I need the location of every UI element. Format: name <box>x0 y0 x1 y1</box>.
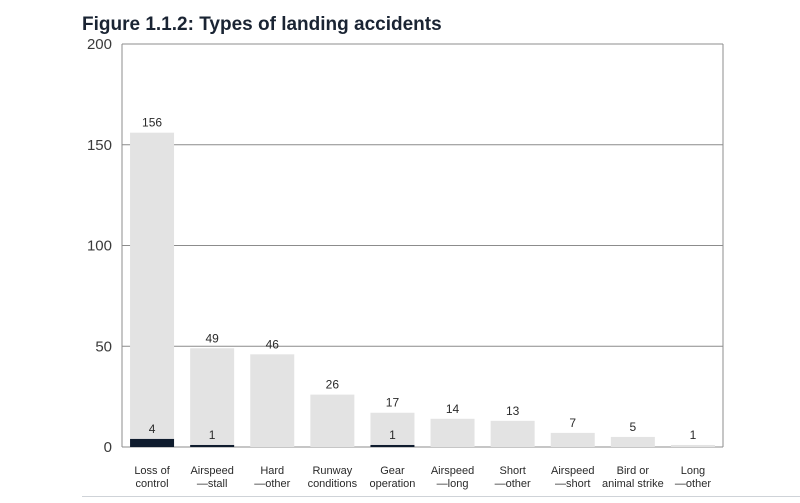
bar-3 <box>310 394 355 447</box>
x-category-label-6-0: Short <box>500 465 526 477</box>
x-category-label-8-0: Bird or <box>617 465 650 477</box>
bottom-divider <box>82 496 800 497</box>
y-tick-label-200: 200 <box>87 36 112 53</box>
bar-value-label-0: 156 <box>142 116 162 130</box>
x-category-label-1-1: —stall <box>197 478 228 490</box>
bar-9 <box>670 444 715 447</box>
x-category-label-3-1: conditions <box>308 478 358 490</box>
bar-value-label-6: 13 <box>506 404 520 418</box>
bar-value-label-9: 1 <box>690 428 697 442</box>
x-category-label-4-1: operation <box>370 478 416 490</box>
bar-7 <box>550 432 595 447</box>
bar-value-label-4: 17 <box>386 396 400 410</box>
x-category-label-6-1: —other <box>495 478 531 490</box>
x-category-label-9-1: —other <box>675 478 711 490</box>
x-category-label-1-0: Airspeed <box>190 465 233 477</box>
x-category-label-5-0: Airspeed <box>431 465 474 477</box>
x-category-label-3-0: Runway <box>312 465 352 477</box>
bar-0 <box>130 132 175 447</box>
y-tick-label-50: 50 <box>95 338 112 355</box>
x-category-label-0-1: control <box>136 478 169 490</box>
y-tick-label-100: 100 <box>87 238 112 255</box>
y-tick-label-0: 0 <box>104 439 112 456</box>
bar-value-label-1: 49 <box>205 331 219 345</box>
x-category-label-5-1: —long <box>437 478 469 490</box>
bar-value-label-7: 7 <box>569 416 576 430</box>
bar-value-label-2: 46 <box>266 337 280 351</box>
chart-title: Figure 1.1.2: Types of landing accidents <box>82 14 442 35</box>
sub-bar-value-label-4: 1 <box>389 428 396 442</box>
sub-bar-value-label-1: 1 <box>209 428 216 442</box>
bar-2 <box>250 354 295 447</box>
bar-4 <box>370 412 415 447</box>
y-tick-label-150: 150 <box>87 137 112 154</box>
sub-bar-1 <box>190 444 235 447</box>
x-category-label-8-1: animal strike <box>602 478 664 490</box>
x-category-label-7-1: —short <box>555 478 590 490</box>
x-category-label-0-0: Loss of <box>134 465 170 477</box>
bar-value-label-5: 14 <box>446 402 460 416</box>
sub-bar-value-label-0: 4 <box>149 422 156 436</box>
x-category-label-9-0: Long <box>681 465 705 477</box>
bar-8 <box>610 436 655 447</box>
bar-value-label-3: 26 <box>326 378 340 392</box>
bar-6 <box>490 420 535 447</box>
x-category-label-4-0: Gear <box>380 465 405 477</box>
x-category-label-2-0: Hard <box>260 465 284 477</box>
bar-1 <box>190 348 235 447</box>
sub-bar-0 <box>130 438 175 447</box>
x-category-label-7-0: Airspeed <box>551 465 594 477</box>
bar-value-label-8: 5 <box>630 420 637 434</box>
bar-5 <box>430 418 475 447</box>
sub-bar-4 <box>370 444 415 447</box>
x-category-label-2-1: —other <box>254 478 290 490</box>
